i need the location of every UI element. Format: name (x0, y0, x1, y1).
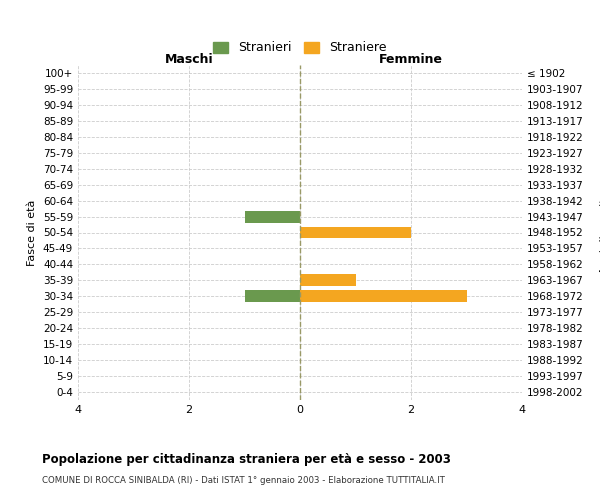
Bar (245, 210, 300, 222)
Y-axis label: Fasce di età: Fasce di età (28, 200, 37, 266)
Text: Femmine: Femmine (379, 53, 443, 66)
Bar (300, 274, 355, 286)
Text: Maschi: Maschi (164, 53, 214, 66)
Bar (245, 290, 300, 302)
Bar (300, 290, 467, 302)
Bar (300, 226, 411, 238)
Text: COMUNE DI ROCCA SINIBALDA (RI) - Dati ISTAT 1° gennaio 2003 - Elaborazione TUTTI: COMUNE DI ROCCA SINIBALDA (RI) - Dati IS… (42, 476, 445, 485)
Legend: Stranieri, Straniere: Stranieri, Straniere (209, 38, 391, 58)
Text: Popolazione per cittadinanza straniera per età e sesso - 2003: Popolazione per cittadinanza straniera p… (42, 452, 451, 466)
